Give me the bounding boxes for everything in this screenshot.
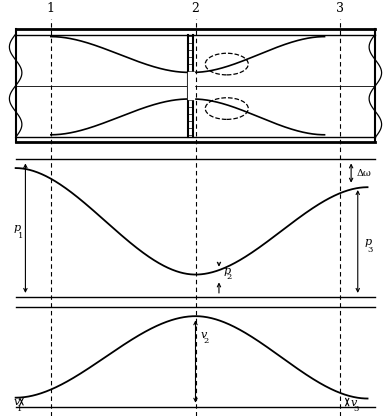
- Text: 1: 1: [47, 2, 55, 15]
- Text: p: p: [224, 266, 231, 276]
- Text: v: v: [200, 330, 206, 340]
- Text: 1: 1: [16, 404, 22, 413]
- Text: Δω: Δω: [357, 168, 372, 178]
- Text: p: p: [365, 237, 372, 248]
- Text: v: v: [350, 398, 357, 408]
- Text: 3: 3: [353, 405, 359, 413]
- Text: 3: 3: [336, 2, 344, 15]
- Text: 3: 3: [368, 246, 373, 254]
- Text: 1: 1: [18, 232, 23, 240]
- Text: 2: 2: [203, 337, 208, 345]
- Text: 2: 2: [192, 2, 199, 15]
- Text: v: v: [13, 397, 20, 407]
- Text: p: p: [14, 223, 21, 233]
- Text: 2: 2: [226, 272, 231, 281]
